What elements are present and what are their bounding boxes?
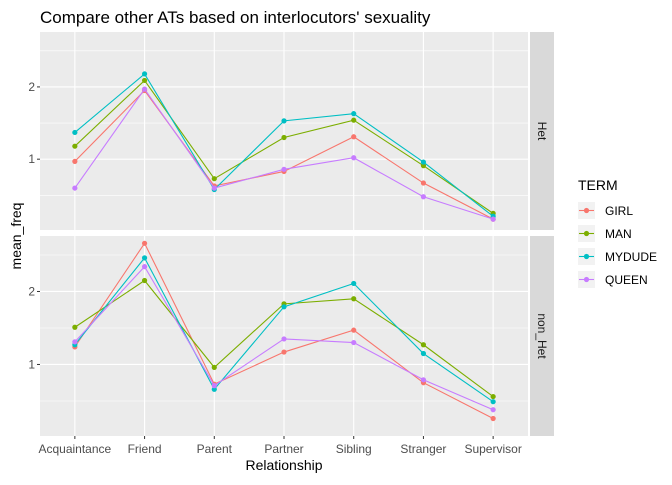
- data-point-man: [281, 134, 287, 141]
- data-point-queen: [211, 185, 217, 191]
- data-point-mydude: [420, 159, 427, 165]
- y-tick-label: 2: [28, 284, 35, 298]
- x-tick-label: Partner: [264, 442, 303, 456]
- data-point-girl: [490, 415, 496, 422]
- data-point-queen: [72, 185, 78, 191]
- x-tick-label: Supervisor: [464, 442, 521, 456]
- legend-label: MAN: [605, 227, 632, 241]
- data-point-man: [141, 277, 148, 284]
- data-point-queen: [490, 407, 496, 413]
- data-point-queen: [281, 166, 287, 172]
- data-point-queen: [72, 339, 78, 345]
- facet-panel-non_Het: 1 2 non_Het: [28, 236, 554, 436]
- data-point-girl: [281, 349, 287, 355]
- data-point-queen: [211, 383, 217, 389]
- legend: TERM GIRL MAN MYDUDE QUEEN: [578, 177, 657, 288]
- data-point-queen: [281, 336, 287, 342]
- data-point-man: [211, 176, 217, 182]
- legend-key-point: [583, 253, 590, 260]
- data-point-girl: [351, 134, 357, 140]
- data-point-mydude: [141, 71, 148, 77]
- y-tick-label: 1: [28, 152, 35, 166]
- data-point-mydude: [420, 350, 427, 357]
- data-point-mydude: [351, 280, 357, 287]
- data-point-man: [420, 342, 427, 348]
- data-point-girl: [351, 327, 357, 333]
- y-axis-title: mean_freq: [8, 203, 24, 270]
- data-point-mydude: [141, 255, 148, 261]
- legend-label: QUEEN: [605, 273, 648, 287]
- data-point-queen: [141, 86, 148, 92]
- facet-strip: [530, 236, 554, 436]
- legend-item-girl: GIRL: [578, 202, 633, 219]
- data-point-queen: [490, 216, 496, 222]
- chart-title: Compare other ATs based on interlocutors…: [40, 8, 431, 27]
- facet-strip: [530, 32, 554, 230]
- y-tick-label: 2: [28, 80, 35, 94]
- legend-label: GIRL: [605, 204, 633, 218]
- data-point-man: [420, 163, 427, 169]
- x-tick-label: Parent: [197, 442, 233, 456]
- data-point-queen: [141, 264, 148, 270]
- data-point-queen: [420, 194, 427, 200]
- legend-key-point: [583, 230, 590, 237]
- x-tick-label: Sibling: [336, 442, 372, 456]
- legend-key-point: [583, 207, 590, 214]
- facet-strip-label: Het: [535, 122, 549, 141]
- x-tick-label: Acquaintance: [38, 442, 111, 456]
- legend-item-man: MAN: [578, 225, 632, 242]
- data-point-man: [351, 117, 357, 123]
- data-point-girl: [72, 158, 78, 164]
- legend-title: TERM: [578, 177, 618, 193]
- data-point-man: [72, 143, 78, 149]
- legend-label: MYDUDE: [605, 250, 657, 264]
- data-point-mydude: [490, 399, 496, 405]
- data-point-man: [72, 324, 78, 330]
- data-point-girl: [141, 240, 148, 246]
- x-tick-label: Stranger: [400, 442, 446, 456]
- legend-item-queen: QUEEN: [578, 271, 648, 288]
- facet-strip-label: non_Het: [535, 313, 549, 359]
- y-tick-label: 1: [28, 357, 35, 371]
- data-point-man: [351, 296, 357, 302]
- data-point-mydude: [351, 111, 357, 117]
- data-point-mydude: [281, 304, 287, 310]
- legend-key-point: [583, 276, 590, 283]
- data-point-mydude: [281, 118, 287, 124]
- data-point-man: [211, 364, 217, 370]
- x-axis: Acquaintance Friend Parent Partner Sibling St…: [38, 436, 522, 456]
- data-point-man: [490, 393, 496, 400]
- data-point-queen: [351, 155, 357, 161]
- data-point-man: [141, 77, 148, 84]
- data-point-queen: [420, 377, 427, 383]
- data-point-mydude: [211, 386, 217, 392]
- x-axis-title: Relationship: [245, 457, 322, 473]
- facet-panel-Het: 1 2 Het: [28, 32, 554, 230]
- data-point-queen: [351, 339, 357, 346]
- legend-item-mydude: MYDUDE: [578, 248, 657, 265]
- data-point-mydude: [72, 129, 78, 136]
- data-point-girl: [420, 180, 427, 186]
- x-tick-label: Friend: [128, 442, 162, 456]
- facet-panels: 1 2 Het 1 2 non_Het: [28, 32, 554, 436]
